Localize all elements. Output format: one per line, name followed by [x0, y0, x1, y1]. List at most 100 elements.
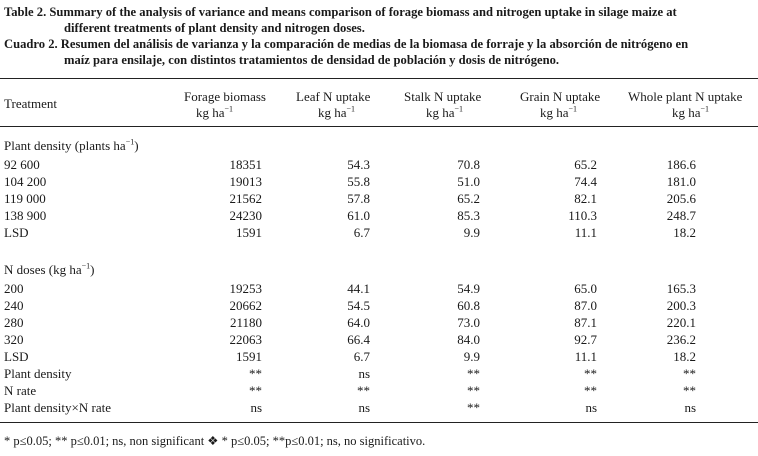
n-doses-row-cell-grain-n-uptake: 11.1 — [574, 349, 597, 364]
plant-density-row-cell-leaf-n-uptake: 55.8 — [347, 174, 370, 189]
n-doses-row-cell-forage-biomass: 22063 — [229, 332, 263, 347]
header-stalk: Stalk N uptake — [404, 89, 482, 104]
n-doses-row-cell-stalk-n-uptake: ** — [467, 400, 480, 415]
n-doses-row-cell-treatment: 200 — [4, 281, 24, 296]
plant-density-row-cell-whole-plant-n-uptake: 186.6 — [666, 157, 696, 172]
plant-density-row-cell-treatment: 119 000 — [4, 191, 46, 206]
section-n-doses-title: N doses (kg ha−1) — [4, 261, 95, 277]
n-doses-row-cell-treatment: 240 — [4, 298, 24, 313]
header-leaf: Leaf N uptake — [296, 89, 371, 104]
plant-density-row-cell-whole-plant-n-uptake: 181.0 — [666, 174, 696, 189]
n-doses-row-cell-leaf-n-uptake: 66.4 — [347, 332, 370, 347]
plant-density-row-cell-leaf-n-uptake: 57.8 — [347, 191, 370, 206]
n-doses-row-cell-whole-plant-n-uptake: 18.2 — [673, 349, 696, 364]
plant-density-row-cell-stalk-n-uptake: 70.8 — [457, 157, 480, 172]
n-doses-row-cell-forage-biomass: ** — [249, 383, 262, 398]
n-doses-row-cell-forage-biomass: 21180 — [229, 315, 262, 330]
n-doses-row-cell-stalk-n-uptake: 60.8 — [457, 298, 480, 313]
n-doses-row-cell-stalk-n-uptake: 54.9 — [457, 281, 480, 296]
n-doses-row-cell-stalk-n-uptake: ** — [467, 366, 480, 381]
plant-density-row-cell-stalk-n-uptake: 9.9 — [463, 225, 480, 240]
n-doses-row-cell-grain-n-uptake: ns — [585, 400, 597, 415]
plant-density-row-cell-grain-n-uptake: 65.2 — [574, 157, 597, 172]
plant-density-row-cell-forage-biomass: 19013 — [229, 174, 263, 189]
header-grain-unit: kg ha−1 — [540, 104, 578, 120]
plant-density-row-cell-treatment: 92 600 — [4, 157, 40, 172]
bottom-rule — [0, 422, 758, 423]
caption-line-2: different treatments of plant density an… — [64, 21, 365, 35]
n-doses-row-cell-whole-plant-n-uptake: 220.1 — [666, 315, 696, 330]
n-doses-row-cell-whole-plant-n-uptake: ** — [683, 366, 696, 381]
n-doses-row-cell-treatment: N rate — [4, 383, 37, 398]
plant-density-row-cell-treatment: LSD — [4, 225, 29, 240]
n-doses-row-cell-grain-n-uptake: ** — [584, 366, 597, 381]
n-doses-row-cell-leaf-n-uptake: 64.0 — [347, 315, 370, 330]
header-forage: Forage biomass — [184, 89, 266, 104]
n-doses-row-cell-leaf-n-uptake: ns — [358, 366, 370, 381]
plant-density-row-cell-grain-n-uptake: 74.4 — [574, 174, 597, 189]
plant-density-row-cell-grain-n-uptake: 11.1 — [574, 225, 597, 240]
plant-density-row-cell-forage-biomass: 24230 — [229, 208, 263, 223]
header-forage-unit: kg ha−1 — [196, 104, 234, 120]
n-doses-row-cell-stalk-n-uptake: 84.0 — [457, 332, 480, 347]
n-doses-row-cell-whole-plant-n-uptake: ** — [683, 383, 696, 398]
n-doses-row-cell-grain-n-uptake: 65.0 — [574, 281, 597, 296]
plant-density-row-cell-grain-n-uptake: 82.1 — [574, 191, 597, 206]
caption-line-4: maíz para ensilaje, con distintos tratam… — [64, 53, 560, 67]
n-doses-row-cell-forage-biomass: 20662 — [229, 298, 263, 313]
n-doses-row-cell-treatment: Plant density — [4, 366, 72, 381]
header-whole: Whole plant N uptake — [628, 89, 743, 104]
n-doses-row-cell-forage-biomass: 1591 — [236, 349, 262, 364]
n-doses-row-cell-leaf-n-uptake: ns — [358, 400, 370, 415]
header-stalk-unit: kg ha−1 — [426, 104, 464, 120]
header-leaf-unit: kg ha−1 — [318, 104, 356, 120]
n-doses-row-cell-grain-n-uptake: 87.1 — [574, 315, 597, 330]
plant-density-row-cell-treatment: 104 200 — [4, 174, 47, 189]
plant-density-row-cell-stalk-n-uptake: 65.2 — [457, 191, 480, 206]
plant-density-row-cell-stalk-n-uptake: 85.3 — [457, 208, 480, 223]
n-doses-row-cell-whole-plant-n-uptake: 200.3 — [666, 298, 696, 313]
plant-density-row-cell-grain-n-uptake: 110.3 — [568, 208, 597, 223]
n-doses-row-cell-forage-biomass: ** — [249, 366, 262, 381]
n-doses-row-cell-treatment: Plant density×N rate — [4, 400, 111, 415]
n-doses-row-cell-leaf-n-uptake: ** — [357, 383, 370, 398]
n-doses-row-cell-treatment: 320 — [4, 332, 24, 347]
plant-density-row-cell-whole-plant-n-uptake: 248.7 — [666, 208, 696, 223]
header-grain: Grain N uptake — [520, 89, 601, 104]
plant-density-row-cell-whole-plant-n-uptake: 205.6 — [666, 191, 696, 206]
n-doses-row-cell-stalk-n-uptake: 73.0 — [457, 315, 480, 330]
caption-line-1: Table 2. Summary of the analysis of vari… — [4, 5, 677, 19]
header-treatment: Treatment — [4, 96, 57, 111]
table-footnote: * p≤0.05; ** p≤0.01; ns, non significant… — [4, 434, 426, 448]
n-doses-row-cell-treatment: 280 — [4, 315, 24, 330]
n-doses-row-cell-stalk-n-uptake: 9.9 — [463, 349, 480, 364]
n-doses-row-cell-grain-n-uptake: 87.0 — [574, 298, 597, 313]
plant-density-row-cell-leaf-n-uptake: 6.7 — [353, 225, 370, 240]
top-rule — [0, 78, 758, 79]
plant-density-row-cell-forage-biomass: 18351 — [229, 157, 263, 172]
plant-density-row-cell-whole-plant-n-uptake: 18.2 — [673, 225, 696, 240]
plant-density-row-cell-stalk-n-uptake: 51.0 — [457, 174, 480, 189]
n-doses-row-cell-forage-biomass: 19253 — [229, 281, 263, 296]
plant-density-row-cell-treatment: 138 900 — [4, 208, 47, 223]
plant-density-row-cell-forage-biomass: 1591 — [236, 225, 262, 240]
section-plant-density-title: Plant density (plants ha−1) — [4, 137, 139, 153]
header-whole-unit: kg ha−1 — [672, 104, 710, 120]
n-doses-row-cell-whole-plant-n-uptake: 236.2 — [666, 332, 696, 347]
n-doses-row-cell-stalk-n-uptake: ** — [467, 383, 480, 398]
n-doses-row-cell-forage-biomass: ns — [250, 400, 262, 415]
plant-density-row-cell-forage-biomass: 21562 — [229, 191, 263, 206]
header-rule — [0, 126, 758, 127]
n-doses-row-cell-grain-n-uptake: 92.7 — [574, 332, 597, 347]
n-doses-row-cell-grain-n-uptake: ** — [584, 383, 597, 398]
caption-line-3: Cuadro 2. Resumen del análisis de varian… — [4, 37, 689, 51]
plant-density-row-cell-leaf-n-uptake: 61.0 — [347, 208, 370, 223]
n-doses-row-cell-treatment: LSD — [4, 349, 29, 364]
n-doses-row-cell-whole-plant-n-uptake: 165.3 — [666, 281, 696, 296]
n-doses-row-cell-leaf-n-uptake: 54.5 — [347, 298, 370, 313]
plant-density-row-cell-leaf-n-uptake: 54.3 — [347, 157, 370, 172]
n-doses-row-cell-whole-plant-n-uptake: ns — [684, 400, 696, 415]
n-doses-row-cell-leaf-n-uptake: 44.1 — [347, 281, 370, 296]
table-caption: Table 2. Summary of the analysis of vari… — [4, 4, 756, 68]
n-doses-row-cell-leaf-n-uptake: 6.7 — [353, 349, 370, 364]
